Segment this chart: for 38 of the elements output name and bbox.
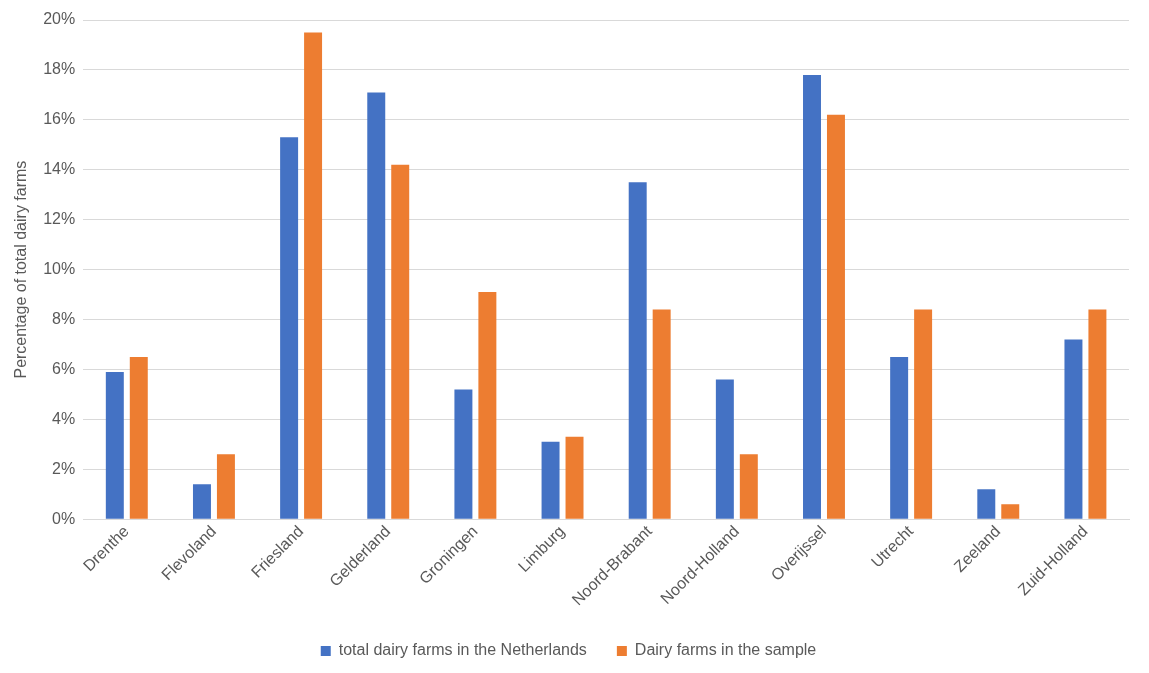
bar [914, 309, 933, 519]
bar [105, 371, 124, 519]
y-tick-label: 16% [43, 110, 76, 128]
bar [280, 137, 299, 519]
y-tick-label: 6% [52, 359, 76, 377]
y-tick-label: 4% [52, 409, 76, 427]
bar [192, 484, 211, 519]
bar [367, 92, 386, 519]
y-tick-label: 8% [52, 309, 76, 327]
y-tick-label: 20% [43, 10, 76, 28]
bar [628, 182, 647, 519]
bar [565, 436, 584, 519]
y-tick-label: 12% [43, 210, 76, 228]
bar [216, 454, 235, 519]
y-axis-title: Percentage of total dairy farms [12, 160, 30, 379]
bar [652, 309, 671, 519]
bar [1064, 339, 1083, 519]
bar [129, 356, 148, 519]
bar [1088, 309, 1107, 519]
y-tick-label: 10% [43, 260, 76, 278]
y-tick-label: 2% [52, 459, 76, 477]
bar [478, 292, 497, 519]
bar [977, 489, 996, 519]
bar [739, 454, 758, 519]
y-tick-label: 18% [43, 60, 76, 78]
bar [1001, 504, 1020, 519]
bar [803, 74, 821, 519]
legend-label: total dairy farms in the Netherlands [338, 641, 587, 659]
bar [826, 114, 845, 519]
y-tick-label: 14% [43, 160, 76, 178]
legend-label: Dairy farms in the sample [634, 641, 817, 659]
bar [454, 389, 473, 519]
y-tick-label: 0% [52, 509, 76, 527]
bar [304, 32, 323, 519]
bar [715, 379, 734, 519]
bar [391, 164, 410, 519]
bar [890, 356, 909, 519]
bar [541, 441, 560, 519]
